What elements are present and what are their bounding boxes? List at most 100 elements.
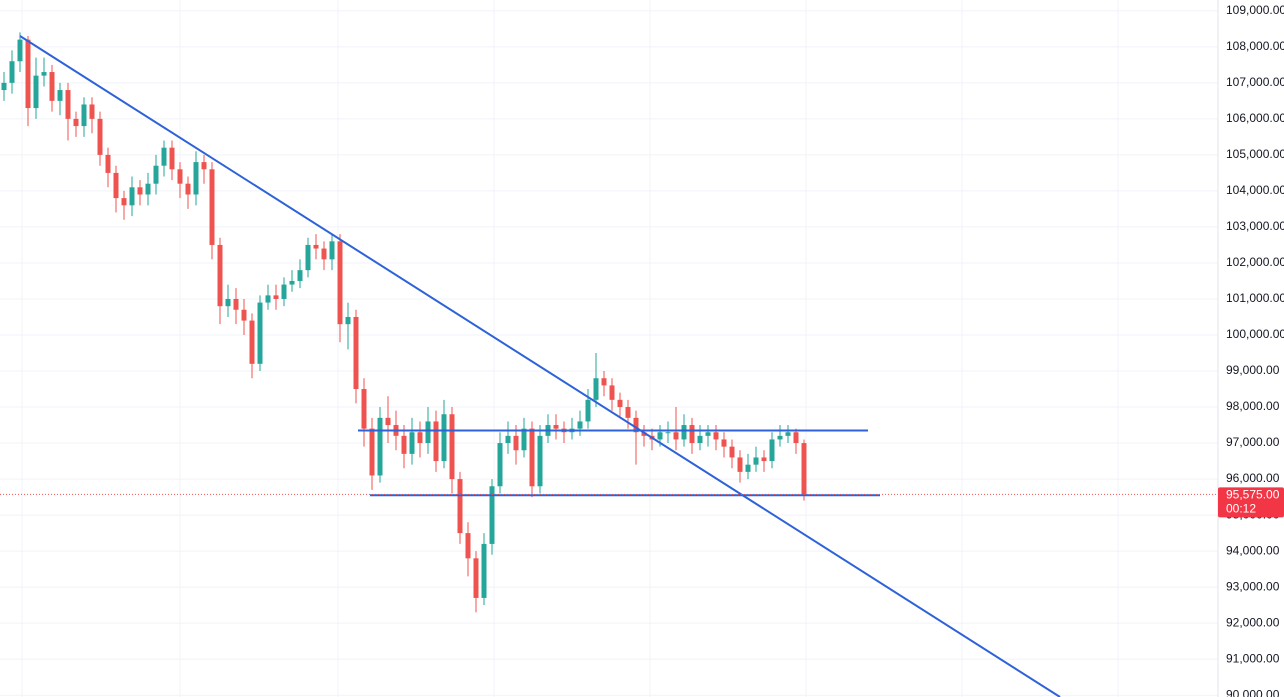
- candle-body: [369, 428, 375, 476]
- candle-body: [529, 428, 535, 487]
- candle-body: [321, 248, 327, 260]
- candle-body: [73, 118, 79, 127]
- candle-body: [745, 464, 751, 472]
- candle-body: [553, 425, 559, 429]
- candle-body: [25, 39, 31, 109]
- candle-body: [161, 147, 167, 166]
- candle-body: [185, 183, 191, 195]
- candle-body: [81, 104, 87, 127]
- y-tick-label: 102,000.00: [1226, 255, 1284, 269]
- candle-body: [729, 446, 735, 458]
- candle-body: [129, 187, 135, 206]
- candle-body: [297, 270, 303, 281]
- candle-body: [521, 428, 527, 451]
- candle-body: [137, 187, 143, 195]
- candle-body: [89, 104, 95, 119]
- candle-body: [57, 90, 63, 101]
- candle-body: [353, 316, 359, 390]
- candle-body: [425, 421, 431, 444]
- horizontal-grid: [0, 10, 1218, 696]
- candle-body: [145, 183, 151, 195]
- y-tick-label: 92,000.00: [1226, 615, 1280, 629]
- candle-body: [417, 432, 423, 444]
- candle-body: [65, 90, 71, 119]
- candle-body: [713, 432, 719, 440]
- candle-body: [265, 295, 271, 303]
- candle-body: [257, 302, 263, 364]
- candle-body: [761, 457, 767, 462]
- candle-body: [97, 118, 103, 155]
- y-tick-label: 107,000.00: [1226, 75, 1284, 89]
- y-tick-label: 101,000.00: [1226, 291, 1284, 305]
- candle-body: [465, 533, 471, 559]
- candle-body: [33, 75, 39, 109]
- trendline: [19, 35, 1061, 697]
- y-tick-label: 94,000.00: [1226, 543, 1280, 557]
- candle-body: [409, 432, 415, 454]
- candle-body: [633, 417, 639, 433]
- candle-body: [281, 284, 287, 299]
- vertical-grid: [21, 0, 1119, 697]
- candle-body: [121, 198, 127, 206]
- candle-body: [449, 414, 455, 480]
- candle-body: [217, 244, 223, 307]
- candle-body: [641, 432, 647, 436]
- candle-body: [225, 298, 231, 307]
- candle-body: [657, 432, 663, 440]
- y-tick-label: 104,000.00: [1226, 183, 1284, 197]
- candle-body: [153, 165, 159, 184]
- y-tick-label: 96,000.00: [1226, 471, 1280, 485]
- candle-body: [457, 479, 463, 534]
- candle-body: [793, 432, 799, 444]
- candle-body: [289, 280, 295, 285]
- candle-body: [193, 162, 199, 195]
- y-tick-label: 98,000.00: [1226, 399, 1280, 413]
- candle-body: [345, 316, 351, 325]
- candle-body: [433, 421, 439, 462]
- candle-body: [785, 432, 791, 436]
- candle-body: [105, 154, 111, 173]
- candle-body: [169, 147, 175, 170]
- candle-body: [233, 298, 239, 310]
- candle-body: [505, 435, 511, 444]
- candle-body: [601, 378, 607, 386]
- candle-body: [17, 39, 23, 62]
- y-tick-label: 93,000.00: [1226, 579, 1280, 593]
- last-price-label: 95,575.00: [1226, 488, 1280, 502]
- candle-body: [577, 421, 583, 429]
- candle-body: [329, 241, 335, 260]
- candle-body: [593, 378, 599, 400]
- candle-body: [753, 457, 759, 465]
- candle-body: [305, 244, 311, 271]
- candle-body: [537, 435, 543, 487]
- candle-body: [241, 309, 247, 321]
- candle-body: [721, 439, 727, 447]
- candles: [1, 32, 807, 613]
- candle-body: [625, 407, 631, 418]
- candle-body: [177, 169, 183, 184]
- candle-body: [377, 417, 383, 476]
- candle-body: [777, 435, 783, 440]
- candle-body: [513, 435, 519, 451]
- y-tick-label: 103,000.00: [1226, 219, 1284, 233]
- countdown-label: 00:12: [1226, 502, 1256, 516]
- y-tick-label: 105,000.00: [1226, 147, 1284, 161]
- candle-body: [201, 162, 207, 170]
- candle-body: [665, 432, 671, 434]
- y-tick-label: 90,000.00: [1226, 687, 1280, 697]
- candle-body: [689, 425, 695, 444]
- candle-body: [273, 295, 279, 299]
- y-tick-label: 109,000.00: [1226, 3, 1284, 17]
- candle-body: [681, 425, 687, 440]
- candle-body: [49, 72, 55, 101]
- y-tick-label: 106,000.00: [1226, 111, 1284, 125]
- candle-body: [617, 399, 623, 408]
- candle-body: [585, 399, 591, 422]
- candle-body: [697, 435, 703, 444]
- candle-body: [337, 241, 343, 325]
- candle-body: [705, 432, 711, 436]
- y-tick-label: 99,000.00: [1226, 363, 1280, 377]
- candle-body: [9, 61, 15, 83]
- y-tick-label: 108,000.00: [1226, 39, 1284, 53]
